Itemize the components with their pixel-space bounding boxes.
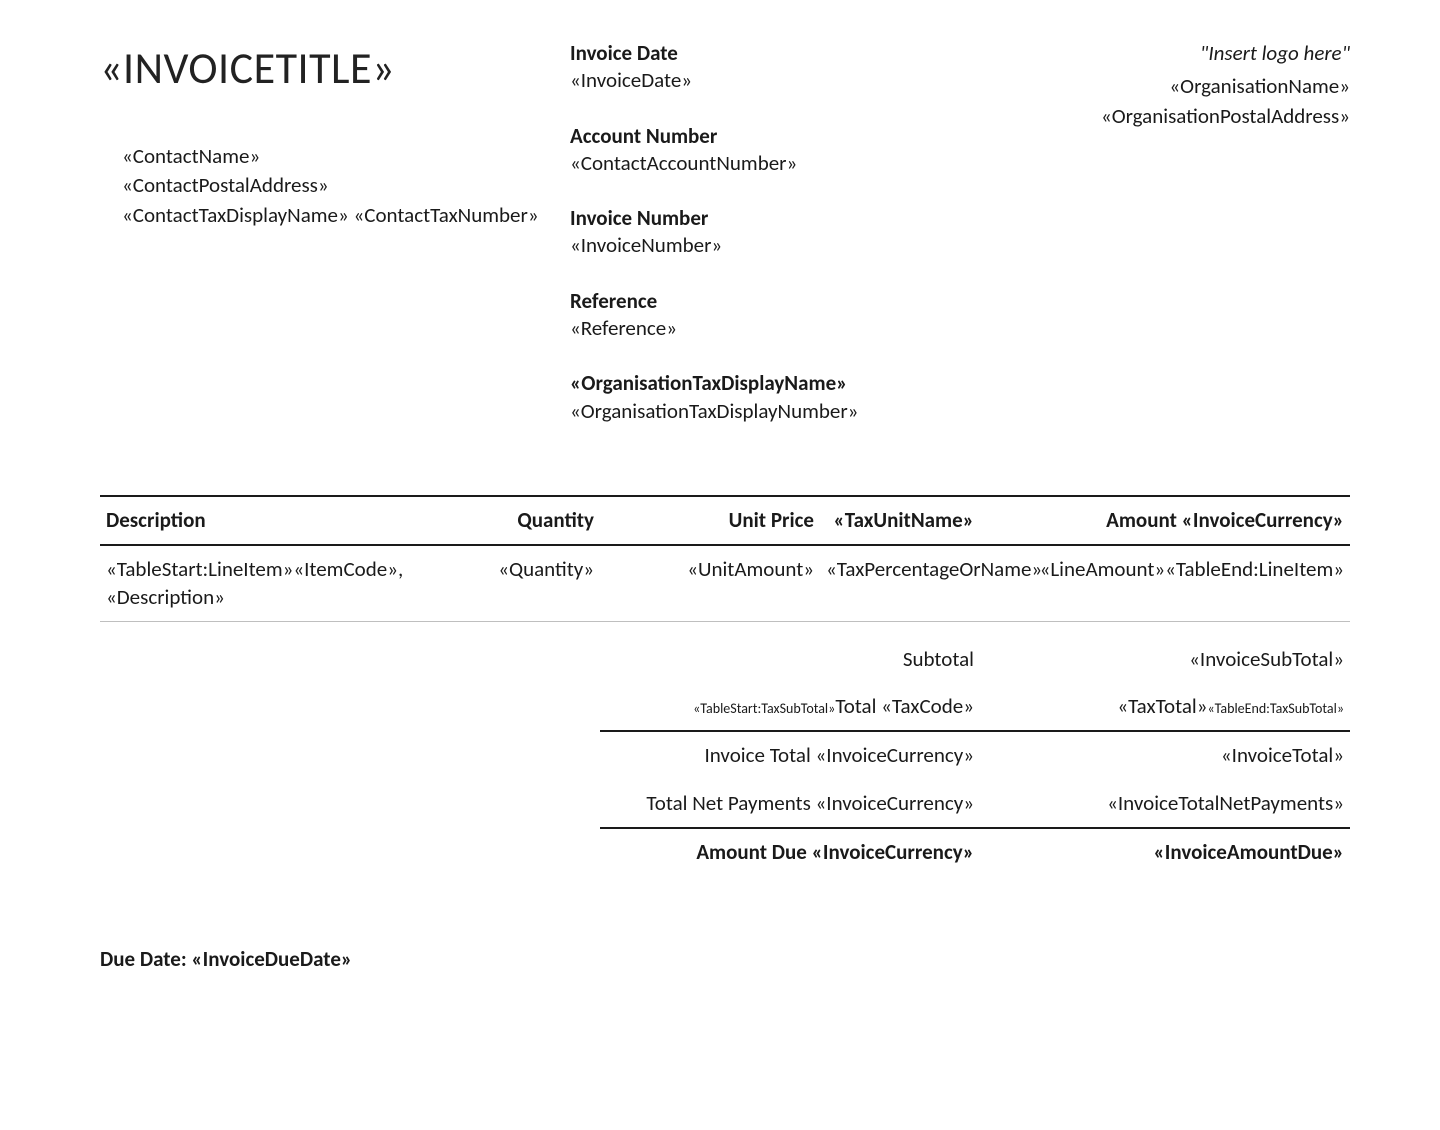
left-column: «INVOICETITLE» «ContactName» «ContactPos…: [100, 40, 540, 425]
organisation-postal-address: «OrganisationPostalAddress»: [960, 103, 1350, 130]
amount-due-label: Amount Due «InvoiceCurrency»: [600, 827, 980, 876]
tax-total-value-text: «TaxTotal»: [1117, 693, 1207, 719]
org-tax-number-value: «OrganisationTaxDisplayNumber»: [570, 398, 930, 425]
th-tax-unit: «TaxUnitName»: [820, 496, 980, 545]
meta-reference: Reference «Reference»: [570, 288, 930, 343]
tax-total-value: «TaxTotal»«TableEnd:TaxSubTotal»: [980, 683, 1350, 730]
table-header-row: Description Quantity Unit Price «TaxUnit…: [100, 496, 1350, 545]
org-block: «OrganisationName» «OrganisationPostalAd…: [960, 73, 1350, 130]
cell-quantity: «Quantity»: [460, 545, 600, 621]
th-unit-price: Unit Price: [600, 496, 820, 545]
tax-suffix-tag: «TableEnd:TaxSubTotal»: [1207, 700, 1344, 717]
invoice-number-value: «InvoiceNumber»: [570, 232, 930, 259]
meta-org-tax: «OrganisationTaxDisplayName» «Organisati…: [570, 370, 930, 425]
invoice-number-label: Invoice Number: [570, 205, 930, 232]
header-region: «INVOICETITLE» «ContactName» «ContactPos…: [100, 40, 1350, 425]
net-payments-row: Total Net Payments «InvoiceCurrency» «In…: [100, 780, 1350, 827]
contact-postal-address: «ContactPostalAddress»: [122, 172, 540, 199]
meta-invoice-number: Invoice Number «InvoiceNumber»: [570, 205, 930, 260]
invoice-total-row: Invoice Total «InvoiceCurrency» «Invoice…: [100, 730, 1350, 779]
reference-value: «Reference»: [570, 315, 930, 342]
tax-prefix-tag: «TableStart:TaxSubTotal»: [693, 700, 835, 717]
tax-total-label: «TableStart:TaxSubTotal»Total «TaxCode»: [600, 683, 980, 730]
cell-description: «TableStart:LineItem»«ItemCode», «Descri…: [100, 545, 460, 621]
invoice-date-value: «InvoiceDate»: [570, 67, 930, 94]
account-number-value: «ContactAccountNumber»: [570, 150, 930, 177]
contact-tax-line: «ContactTaxDisplayName» «ContactTaxNumbe…: [122, 202, 540, 229]
contact-block: «ContactName» «ContactPostalAddress» «Co…: [122, 143, 540, 229]
due-date-value: «InvoiceDueDate»: [191, 946, 352, 972]
invoice-title: «INVOICETITLE»: [100, 40, 540, 97]
account-number-label: Account Number: [570, 123, 930, 150]
tax-total-row: «TableStart:TaxSubTotal»Total «TaxCode» …: [100, 683, 1350, 730]
org-tax-name-label: «OrganisationTaxDisplayName»: [570, 370, 930, 397]
subtotal-value: «InvoiceSubTotal»: [980, 636, 1350, 683]
org-column: "Insert logo here" «OrganisationName» «O…: [960, 40, 1350, 425]
amount-due-value: «InvoiceAmountDue»: [980, 827, 1350, 876]
cell-unit-amount: «UnitAmount»: [600, 545, 820, 621]
contact-name: «ContactName»: [122, 143, 540, 170]
subtotal-row: Subtotal «InvoiceSubTotal»: [100, 636, 1350, 683]
invoice-date-label: Invoice Date: [570, 40, 930, 67]
meta-account-number: Account Number «ContactAccountNumber»: [570, 123, 930, 178]
due-date-line: Due Date: «InvoiceDueDate»: [100, 946, 1350, 973]
line-items-table: Description Quantity Unit Price «TaxUnit…: [100, 495, 1350, 622]
subtotal-label: Subtotal: [600, 636, 980, 683]
amount-due-row: Amount Due «InvoiceCurrency» «InvoiceAmo…: [100, 827, 1350, 876]
net-payments-label: Total Net Payments «InvoiceCurrency»: [600, 780, 980, 827]
invoice-total-label: Invoice Total «InvoiceCurrency»: [600, 730, 980, 779]
meta-invoice-date: Invoice Date «InvoiceDate»: [570, 40, 930, 95]
logo-placeholder: "Insert logo here": [960, 40, 1350, 67]
th-amount: Amount «InvoiceCurrency»: [980, 496, 1350, 545]
cell-tax: «TaxPercentageOrName»: [820, 545, 980, 621]
due-date-label: Due Date:: [100, 946, 191, 972]
organisation-name: «OrganisationName»: [960, 73, 1350, 100]
invoice-total-value: «InvoiceTotal»: [980, 730, 1350, 779]
reference-label: Reference: [570, 288, 930, 315]
table-row: «TableStart:LineItem»«ItemCode», «Descri…: [100, 545, 1350, 621]
th-quantity: Quantity: [460, 496, 600, 545]
totals-region: Subtotal «InvoiceSubTotal» «TableStart:T…: [100, 636, 1350, 876]
tax-total-label-text: Total «TaxCode»: [835, 693, 974, 719]
th-description: Description: [100, 496, 460, 545]
meta-column: Invoice Date «InvoiceDate» Account Numbe…: [570, 40, 930, 425]
net-payments-value: «InvoiceTotalNetPayments»: [980, 780, 1350, 827]
